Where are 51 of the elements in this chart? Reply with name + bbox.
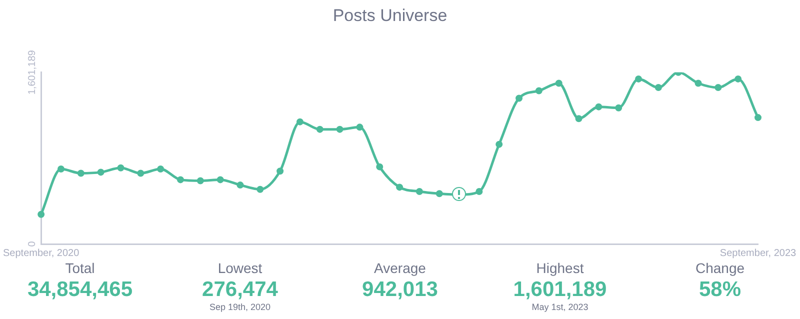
category-label: Change [694,260,746,277]
point [516,94,523,102]
category-label: Total [64,260,96,277]
point [496,140,503,148]
point [595,103,602,110]
y-tick-label: 0 [26,240,38,247]
point [216,176,224,184]
point [77,170,84,177]
point [376,163,384,170]
point [714,84,722,92]
point [436,190,443,198]
point [754,114,762,122]
point [694,80,702,87]
category-label: Highest [535,260,585,277]
point [38,210,45,218]
point [555,80,562,87]
text: 276,474 [202,278,278,301]
chart-title: Posts Universe [332,6,448,25]
x-tick-label: September, 2023 [720,248,797,259]
point [336,126,344,133]
point [137,170,144,177]
point [196,177,204,184]
point [356,124,364,131]
text: 1,601,189 [513,278,607,301]
point [157,165,164,172]
text: Sep 19th, 2020 [209,302,271,312]
point [296,118,304,126]
point [535,87,542,94]
point [276,168,284,175]
point [236,182,244,189]
point [117,164,124,172]
point [734,75,742,82]
category-label: Average [373,260,427,277]
text: 942,013 [362,278,438,301]
x-tick-label: September, 2020 [3,248,80,259]
text: 58% [698,278,742,301]
point [58,165,64,172]
point [97,168,104,176]
point [635,75,642,82]
text: May 1st, 2023 [532,302,588,312]
category-label: Lowest [216,260,264,277]
point [176,176,184,184]
point [256,186,264,193]
point [654,84,662,92]
point [476,188,483,195]
point [316,126,324,133]
point [416,188,423,195]
text: 34,854,465 [27,278,133,301]
point [575,115,582,122]
point [615,104,622,112]
point [396,184,404,191]
